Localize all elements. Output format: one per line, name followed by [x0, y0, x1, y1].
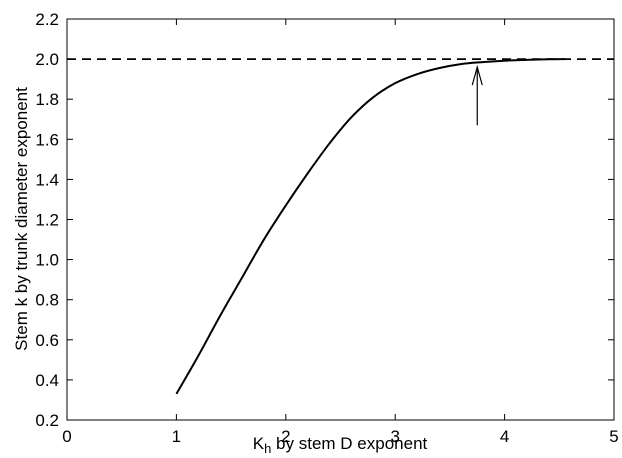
exponent-curve: [175, 58, 565, 395]
y-tick-label: 1.0: [35, 251, 59, 270]
x-axis-label-main: K: [253, 434, 265, 453]
annotations: [471, 64, 483, 126]
x-tick-label: 0: [62, 427, 71, 446]
y-tick-label: 0.8: [35, 291, 59, 310]
x-tick-label: 3: [390, 427, 399, 446]
axis-ticks: 0 1 2 3 4 5 0.2 0.4 0.6 0.8 1.0 1.2 1.4 1.6 1.8 2.0 2.2: [35, 10, 618, 446]
y-tick-label: 0.2: [35, 411, 59, 430]
y-tick-label: 1.8: [35, 90, 59, 109]
y-tick-label: 1.6: [35, 130, 59, 149]
x-tick-label: 4: [500, 427, 509, 446]
x-axis-label: Kh by stem D exponent: [253, 434, 428, 456]
y-tick-label: 0.4: [35, 371, 59, 390]
y-tick-label: 0.6: [35, 331, 59, 350]
plot-frame: [66, 18, 615, 421]
x-tick-label: 2: [281, 427, 290, 446]
y-tick-label: 2.2: [35, 10, 59, 29]
y-axis-label: Stem k by trunk diameter exponent: [12, 87, 31, 351]
x-tick-label: 1: [172, 427, 181, 446]
x-axis-label-subscript: h: [264, 441, 271, 456]
y-tick-label: 1.4: [35, 170, 59, 189]
arrow-head: [471, 64, 483, 86]
x-tick-label: 5: [609, 427, 618, 446]
y-tick-label: 1.2: [35, 211, 59, 230]
y-tick-label: 2.0: [35, 50, 59, 69]
x-axis-label-rest: by stem D exponent: [271, 434, 427, 453]
data-series: [67, 58, 614, 395]
